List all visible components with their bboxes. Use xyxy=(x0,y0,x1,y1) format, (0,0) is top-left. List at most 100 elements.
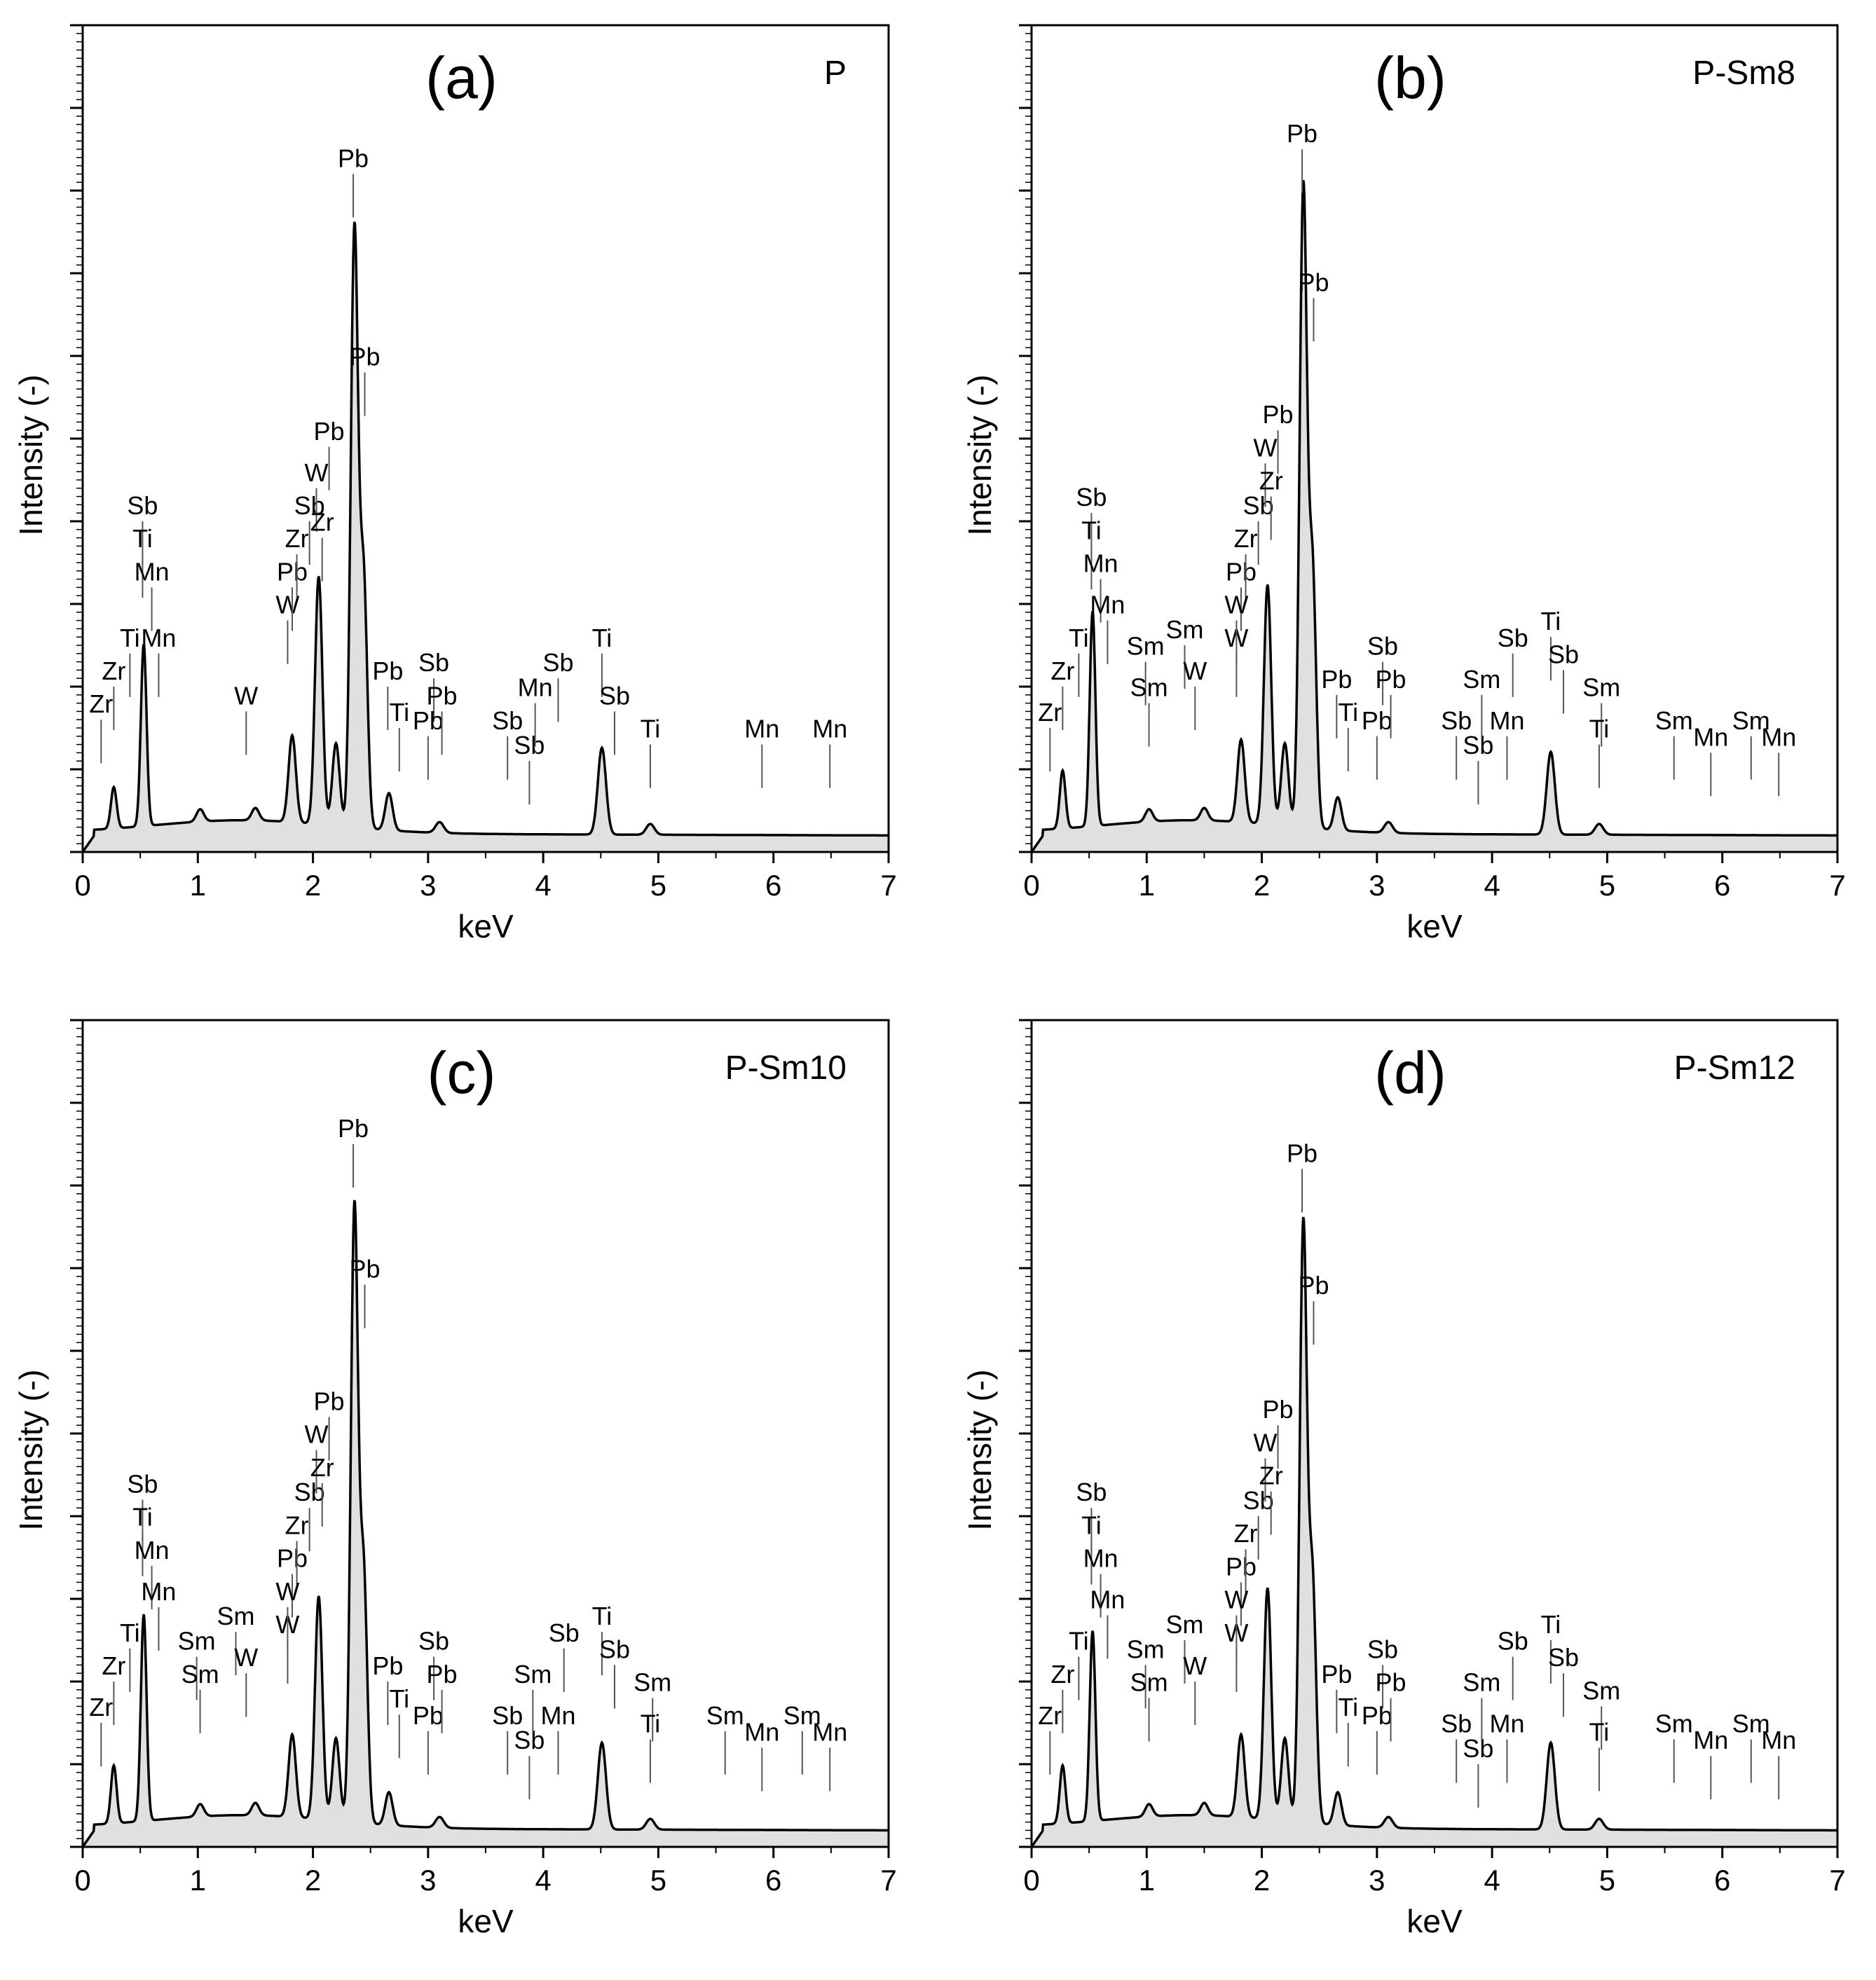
peak-label: Pb xyxy=(372,1651,403,1680)
x-tick-label: 0 xyxy=(74,1864,90,1897)
x-tick-label: 5 xyxy=(1599,869,1615,902)
panel-tag: (c) xyxy=(427,1040,496,1106)
peak-label: Sb xyxy=(599,681,630,710)
x-tick-label: 6 xyxy=(1714,869,1730,902)
peak-label: Ti xyxy=(1081,516,1102,544)
spectrum-line xyxy=(81,221,889,853)
peak-label: Pb xyxy=(1376,665,1406,694)
peak-label: Sm xyxy=(1130,1668,1168,1697)
x-tick-label: 7 xyxy=(880,1864,896,1897)
peak-label: Sm xyxy=(1127,1635,1165,1663)
peak-label: Zr xyxy=(1050,656,1074,685)
peak-label: Zr xyxy=(1259,467,1283,495)
y-axis-label: Intensity (-) xyxy=(13,375,49,536)
peak-label: Ti xyxy=(389,698,409,727)
spectrum-panel-c: ZrZrTiSbTiMnMnSmSmSmWWPbZrWSbWZrPbPbPbPb… xyxy=(13,1019,897,1939)
peak-label: Sb xyxy=(1076,1478,1107,1506)
peak-label: Pb xyxy=(1376,1668,1406,1697)
peak-label: Pb xyxy=(349,1255,380,1284)
peak-label: Sm xyxy=(1463,665,1500,694)
x-tick-label: 0 xyxy=(1023,1864,1039,1897)
peak-label: Sb xyxy=(418,1627,449,1656)
x-axis-label: keV xyxy=(458,1903,514,1939)
sample-label: P-Sm8 xyxy=(1692,55,1795,92)
peak-label: Zr xyxy=(1234,1519,1258,1548)
peak-label: W xyxy=(1224,591,1248,619)
peak-label: Sb xyxy=(1463,731,1493,759)
peak-label: W xyxy=(1224,1586,1248,1614)
plot-frame xyxy=(1030,1019,1839,1848)
peak-label: Ti xyxy=(592,624,612,652)
x-tick-label: 6 xyxy=(765,869,781,902)
spectrum-line xyxy=(1030,179,1837,853)
peak-label: Sb xyxy=(492,1701,523,1730)
peak-label: Zr xyxy=(285,1511,309,1539)
peak-label: Sb xyxy=(1498,624,1528,652)
peak-label: Sm xyxy=(514,1660,552,1689)
peak-label: Mn xyxy=(744,715,779,743)
peak-label: W xyxy=(1254,433,1278,462)
peak-label: Sb xyxy=(1441,706,1472,735)
peak-label: Pb xyxy=(314,417,345,446)
peak-label: W xyxy=(234,681,258,710)
x-tick-label: 7 xyxy=(1829,1864,1845,1897)
x-tick-label: 3 xyxy=(420,869,436,902)
x-tick-label: 5 xyxy=(650,1864,666,1897)
x-tick-label: 1 xyxy=(190,869,206,902)
x-tick-label: 0 xyxy=(1023,869,1039,902)
peak-label: Sb xyxy=(1441,1710,1472,1738)
peak-label: Sm xyxy=(706,1701,744,1730)
peak-label: Zr xyxy=(89,1693,113,1721)
peak-label: Pb xyxy=(1321,665,1352,694)
peak-label: Sb xyxy=(1243,1486,1274,1515)
peak-label: Pb xyxy=(372,656,403,685)
peak-label: Ti xyxy=(641,715,661,743)
peak-label: Pb xyxy=(1226,1552,1257,1581)
peak-label: Sb xyxy=(1367,1635,1398,1663)
x-tick-label: 4 xyxy=(535,869,551,902)
x-tick-label: 2 xyxy=(1254,869,1270,902)
y-axis-label: Intensity (-) xyxy=(961,375,998,536)
peak-label: Sm xyxy=(217,1602,255,1630)
peak-label: Sb xyxy=(418,648,449,677)
sample-label: P xyxy=(824,55,847,92)
peak-label: Pb xyxy=(1287,119,1317,148)
peak-label: Ti xyxy=(592,1602,612,1630)
peak-label: Sm xyxy=(1582,1676,1620,1705)
peak-label: Sb xyxy=(514,731,545,759)
peak-label: Ti xyxy=(1069,624,1089,652)
peak-label: Mn xyxy=(1489,706,1524,735)
peak-label: Pb xyxy=(413,1701,444,1730)
peak-label: Pb xyxy=(338,1114,369,1143)
peak-label: Ti xyxy=(132,524,153,553)
peak-label: Zr xyxy=(102,1651,125,1680)
x-tick-label: 4 xyxy=(535,1864,551,1897)
peak-label: Pb xyxy=(427,1660,458,1689)
peak-label: Mn xyxy=(1083,549,1118,578)
panel-tag: (d) xyxy=(1374,1040,1446,1106)
peak-label: Pb xyxy=(277,557,308,586)
peak-annotations: ZrZrTiSbTiMnMnSmSmSmWWPbZrWSbWZrPbPbPbPb… xyxy=(1038,119,1796,805)
peak-label: Ti xyxy=(132,1503,153,1532)
x-tick-label: 6 xyxy=(765,1864,781,1897)
peak-label: Sm xyxy=(1166,615,1204,644)
peak-label: Mn xyxy=(1090,591,1125,619)
spectrum-panel-b: ZrZrTiSbTiMnMnSmSmSmWWPbZrWSbWZrPbPbPbPb… xyxy=(961,24,1846,944)
x-tick-label: 5 xyxy=(1599,1864,1615,1897)
peak-label: Sb xyxy=(294,1478,325,1506)
x-tick-label: 0 xyxy=(74,869,90,902)
panel-tag: (a) xyxy=(425,45,498,111)
peak-label: Sb xyxy=(127,1469,158,1498)
peak-label: Pb xyxy=(277,1544,308,1573)
peak-label: Ti xyxy=(1081,1511,1102,1539)
peak-label: Mn xyxy=(1083,1544,1118,1573)
peak-label: Sb xyxy=(492,706,523,735)
peak-label: Ti xyxy=(120,624,140,652)
peak-label: Ti xyxy=(1338,698,1358,727)
x-axis-label: keV xyxy=(1406,908,1463,944)
peak-label: Zr xyxy=(310,508,334,537)
y-axis-label: Intensity (-) xyxy=(961,1370,998,1531)
peak-label: Sm xyxy=(1127,632,1165,661)
peak-label: Zr xyxy=(1259,1462,1283,1490)
peak-label: Mn xyxy=(1693,1726,1728,1754)
